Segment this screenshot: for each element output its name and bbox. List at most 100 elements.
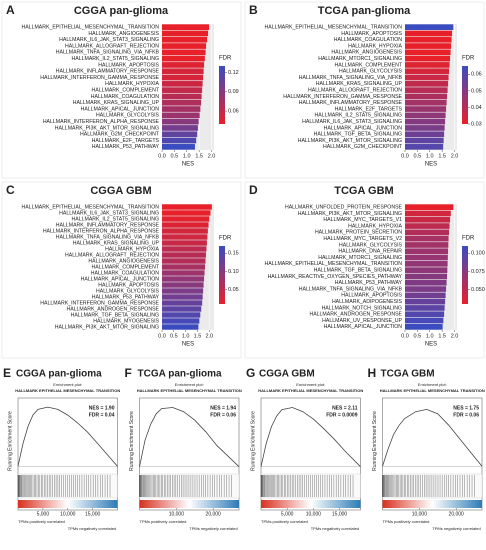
bar bbox=[405, 49, 451, 56]
rank-gradient bbox=[261, 500, 361, 508]
y-tick-label: HALLMARK_GLYCOLYSIS bbox=[96, 288, 159, 294]
bar bbox=[162, 137, 197, 144]
bar bbox=[405, 137, 444, 144]
colorbar bbox=[462, 66, 468, 124]
bar bbox=[162, 62, 205, 68]
bar bbox=[162, 112, 200, 119]
y-tick-label: HALLMARK_ANGIOGENESIS bbox=[88, 258, 159, 264]
y-tick-label: HALLMARK_COMPLEMENT bbox=[92, 264, 160, 270]
plot-frame bbox=[139, 397, 240, 511]
panel-letter: A bbox=[6, 3, 15, 17]
y-tick-label: HALLMARK_INFLAMMATORY_RESPONSE bbox=[299, 100, 403, 106]
bar bbox=[405, 311, 445, 318]
bar bbox=[162, 282, 204, 288]
running-score bbox=[260, 407, 361, 467]
panel-frame bbox=[1, 181, 242, 359]
bar bbox=[162, 81, 203, 87]
y-tick-label: HALLMARK_KRAS_SIGNALING_UP bbox=[316, 81, 403, 87]
y-tick-label: HALLMARK_EPITHELIAL_MESENCHYMAL_TRANSITI… bbox=[264, 261, 402, 267]
colorbar-tick-label: 0.075 bbox=[471, 269, 485, 275]
x-tick-label: 0.0 bbox=[158, 153, 166, 159]
bar bbox=[162, 93, 202, 100]
annotation: NES = 2.11 bbox=[332, 405, 358, 411]
y-tick-label: HALLMARK_UV_RESPONSE_UP bbox=[322, 318, 402, 324]
x-tick-label: 2.0 bbox=[451, 153, 459, 159]
y-tick-label: HALLMARK_DNA_REPAIR bbox=[338, 249, 402, 255]
x-tick-label: 1.0 bbox=[426, 153, 434, 159]
y-tick-label: HALLMARK_PROTEIN_SECRETION bbox=[315, 230, 402, 236]
colorbar-tick-label: 0.05 bbox=[471, 88, 482, 94]
panel-title: CGGA pan-glioma bbox=[74, 5, 169, 17]
y-tick-label: HALLMARK_APICAL_JUNCTION bbox=[81, 276, 160, 282]
colorbar-tick-label: 0.05 bbox=[228, 287, 239, 293]
y-tick-label: HALLMARK_COMPLEMENT bbox=[92, 88, 160, 94]
bar bbox=[405, 99, 447, 106]
x-tick-label: 1.5 bbox=[438, 153, 446, 159]
y-tick-label: HALLMARK_ANDROGEN_RESPONSE bbox=[309, 312, 402, 318]
panel-letter: H bbox=[368, 366, 377, 380]
y-tick-label: HALLMARK_INTERFERON_ALPHA_RESPONSE bbox=[43, 228, 160, 234]
x-label-right: TPMs negatively correlated bbox=[189, 526, 237, 531]
bar bbox=[405, 242, 449, 248]
y-tick-label: HALLMARK_INTERFERON_GAMMA_RESPONSE bbox=[283, 94, 402, 100]
bar bbox=[162, 252, 206, 258]
x-axis-label: NES bbox=[425, 162, 437, 168]
y-axis-label: Running Enrichment Score bbox=[250, 411, 256, 471]
plot-bg bbox=[162, 24, 214, 150]
x-tick-label: 0.0 bbox=[158, 333, 166, 339]
y-tick-label: HALLMARK_GLYCOLYSIS bbox=[339, 242, 402, 248]
y-tick-label: HALLMARK_TNFA_SIGNALING_VIA_NFKB bbox=[56, 50, 160, 56]
y-tick-label: HALLMARK_MYC_TARGETS_V1 bbox=[323, 217, 402, 223]
bar bbox=[405, 62, 450, 68]
bar bbox=[405, 87, 448, 93]
y-tick-label: HALLMARK_IL6_JAK_STAT3_SIGNALING bbox=[59, 210, 159, 216]
y-tick-label: HALLMARK_E2F_TARGETS bbox=[335, 106, 403, 112]
y-tick-label: HALLMARK_IL6_JAK_STAT3_SIGNALING bbox=[59, 37, 159, 43]
panel-letter: F bbox=[125, 366, 132, 380]
x-axis-label: NES bbox=[182, 162, 194, 168]
hits-band bbox=[382, 473, 483, 499]
x-tick-label: 10,000 bbox=[412, 511, 428, 517]
y-tick-label: HALLMARK_NOTCH_SIGNALING bbox=[322, 305, 402, 311]
x-tick-label: 0.0 bbox=[401, 153, 409, 159]
panel-title: TCGA GBM bbox=[334, 185, 393, 197]
x-label-right: TPMs negatively correlated bbox=[432, 526, 480, 531]
y-tick-label: HALLMARK_IL2_STAT5_SIGNALING bbox=[72, 56, 159, 62]
x-tick-label: 1.0 bbox=[183, 153, 191, 159]
bar bbox=[162, 210, 211, 216]
y-tick-label: HALLMARK_COMPLEMENT bbox=[335, 62, 403, 68]
x-tick-label: 1.5 bbox=[438, 333, 446, 339]
y-tick-label: HALLMARK_ANDROGEN_RESPONSE bbox=[66, 306, 159, 312]
panel-letter: B bbox=[249, 3, 258, 17]
bar bbox=[405, 24, 454, 30]
y-tick-label: HALLMARK_IL6_JAK_STAT3_SIGNALING bbox=[302, 119, 402, 125]
y-tick-label: HALLMARK_INTERFERON_GAMMA_RESPONSE bbox=[40, 75, 159, 81]
panel-title: TCGA pan-glioma bbox=[138, 369, 223, 380]
colorbar-tick-label: 0.03 bbox=[471, 121, 482, 127]
bar bbox=[405, 223, 450, 229]
bar bbox=[162, 264, 206, 270]
y-axis-label: Running Enrichment Score bbox=[129, 411, 135, 471]
y-tick-label: HALLMARK_APOPTOSIS bbox=[341, 293, 402, 299]
y-tick-label: HALLMARK_COAGULATION bbox=[91, 94, 159, 100]
bar bbox=[405, 68, 450, 75]
y-tick-label: HALLMARK_TGF_BETA_SIGNALING bbox=[314, 268, 402, 274]
x-tick-label: 1.0 bbox=[426, 333, 434, 339]
bar bbox=[405, 292, 446, 299]
hits-band bbox=[139, 473, 240, 499]
bar bbox=[162, 258, 206, 264]
y-tick-label: HALLMARK_HYPOXIA bbox=[105, 81, 159, 87]
y-tick-label: HALLMARK_APICAL_JUNCTION bbox=[81, 106, 160, 112]
panel-title: CGGA GBM bbox=[259, 369, 315, 380]
bar bbox=[405, 74, 449, 81]
bar bbox=[405, 204, 454, 210]
y-tick-label: HALLMARK_INTERFERON_ALPHA_RESPONSE bbox=[43, 119, 160, 125]
y-tick-label: HALLMARK_TGF_BETA_SIGNALING bbox=[314, 132, 402, 138]
x-label-left: TPMs positively correlated bbox=[140, 519, 187, 524]
plot-frame bbox=[382, 397, 483, 511]
x-label-right: TPMs negatively correlated bbox=[68, 526, 116, 531]
y-tick-label: HALLMARK_COAGULATION bbox=[334, 37, 402, 43]
annotation: FDR = 0.0009 bbox=[326, 412, 357, 418]
bar bbox=[162, 99, 202, 106]
